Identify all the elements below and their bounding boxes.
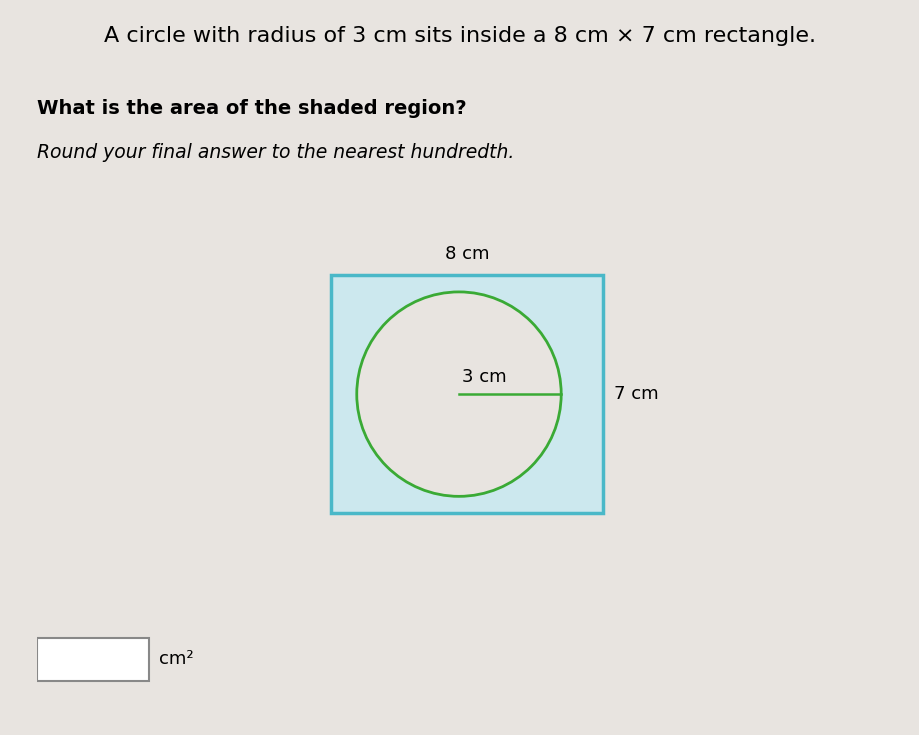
- Text: A circle with radius of 3 cm sits inside a 8 cm × 7 cm rectangle.: A circle with radius of 3 cm sits inside…: [104, 26, 815, 46]
- Text: What is the area of the shaded region?: What is the area of the shaded region?: [37, 99, 466, 118]
- Text: Round your final answer to the nearest hundredth.: Round your final answer to the nearest h…: [37, 143, 514, 162]
- Text: 3 cm: 3 cm: [462, 368, 506, 386]
- Text: cm²: cm²: [159, 650, 194, 667]
- Bar: [37, 638, 149, 681]
- Circle shape: [357, 292, 561, 496]
- Text: 8 cm: 8 cm: [445, 245, 489, 263]
- Bar: [331, 275, 603, 513]
- Text: 7 cm: 7 cm: [613, 385, 658, 403]
